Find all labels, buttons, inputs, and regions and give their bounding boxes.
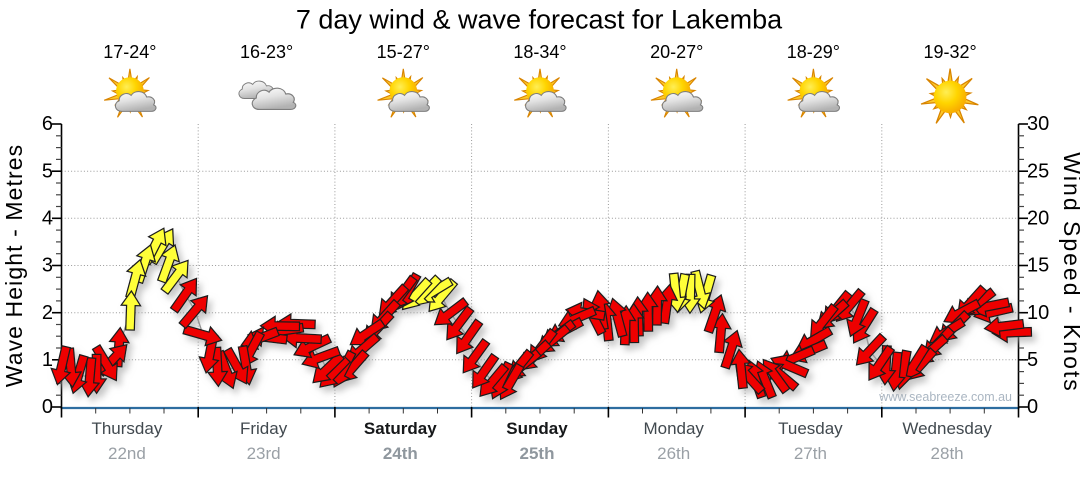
svg-text:0: 0: [42, 396, 53, 418]
svg-text:28th: 28th: [931, 444, 964, 463]
svg-text:25th: 25th: [520, 444, 555, 463]
svg-text:18-29°: 18-29°: [787, 42, 840, 62]
svg-text:17-24°: 17-24°: [103, 42, 156, 62]
svg-text:23rd: 23rd: [247, 444, 281, 463]
svg-text:20: 20: [1027, 208, 1049, 230]
svg-text:Wednesday: Wednesday: [902, 419, 992, 438]
svg-text:18-34°: 18-34°: [513, 42, 566, 62]
svg-text:Sunday: Sunday: [506, 419, 568, 438]
svg-text:15: 15: [1027, 255, 1049, 277]
svg-text:5: 5: [1027, 349, 1038, 371]
svg-text:0: 0: [1027, 396, 1038, 418]
svg-text:1: 1: [42, 349, 53, 371]
svg-text:Wave Height - Metres: Wave Height - Metres: [1, 144, 27, 388]
svg-text:Thursday: Thursday: [91, 419, 162, 438]
svg-text:19-32°: 19-32°: [923, 42, 976, 62]
svg-text:4: 4: [42, 208, 53, 230]
svg-text:7 day wind & wave forecast for: 7 day wind & wave forecast for Lakemba: [296, 5, 783, 35]
svg-text:15-27°: 15-27°: [377, 42, 430, 62]
svg-text:10: 10: [1027, 302, 1049, 324]
svg-text:24th: 24th: [383, 444, 418, 463]
svg-text:Friday: Friday: [240, 419, 288, 438]
svg-text:Saturday: Saturday: [364, 419, 437, 438]
svg-text:30: 30: [1027, 113, 1049, 135]
svg-text:26th: 26th: [657, 444, 690, 463]
svg-text:22nd: 22nd: [108, 444, 146, 463]
svg-text:www.seabreeze.com.au: www.seabreeze.com.au: [878, 390, 1012, 404]
svg-text:20-27°: 20-27°: [650, 42, 703, 62]
svg-text:6: 6: [42, 113, 53, 135]
svg-text:Monday: Monday: [643, 419, 704, 438]
svg-text:25: 25: [1027, 160, 1049, 182]
svg-text:16-23°: 16-23°: [240, 42, 293, 62]
svg-text:5: 5: [42, 160, 53, 182]
svg-text:Tuesday: Tuesday: [778, 419, 843, 438]
svg-text:Wind Speed - Knots: Wind Speed - Knots: [1059, 152, 1080, 393]
svg-text:3: 3: [42, 255, 53, 277]
svg-text:2: 2: [42, 302, 53, 324]
svg-text:27th: 27th: [794, 444, 827, 463]
